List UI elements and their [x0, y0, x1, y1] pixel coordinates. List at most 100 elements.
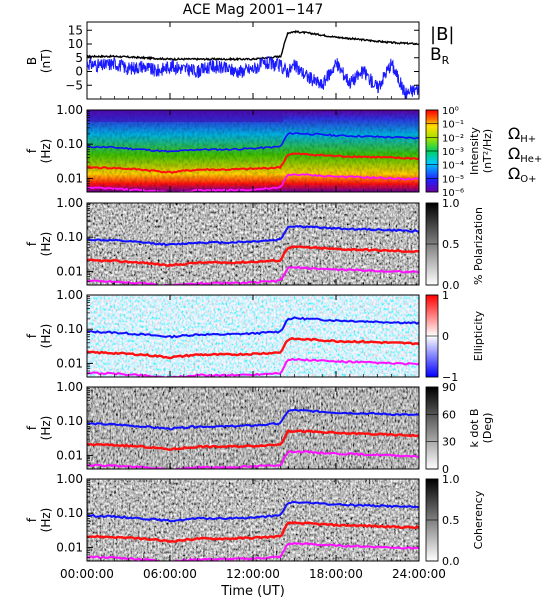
kdotb-spectrogram — [87, 387, 419, 469]
freq-ytick-label: 0.01 — [56, 264, 83, 278]
colorbar-tick-label: 10⁻² — [442, 133, 464, 144]
b-ylabel-top: B — [25, 57, 39, 65]
colorbar-tick-label: 0.0 — [442, 555, 460, 568]
ellipticity-h-plus-line — [87, 316, 419, 339]
freq-ytick-label: 1.00 — [56, 103, 83, 117]
b-ytick-label: 5 — [75, 51, 83, 65]
kdotb-panel: k dot B (Deg) — [86, 386, 494, 470]
freq-ytick-label: 1.00 — [56, 472, 83, 486]
freq-ytick-label: 0.10 — [56, 414, 83, 428]
freq-ytick-label: 0.10 — [56, 322, 83, 336]
x-tick-label: 00:00:00 — [60, 567, 114, 581]
freq-ytick-label: 1.00 — [56, 380, 83, 394]
colorbar-tick-label: 10⁻³ — [442, 147, 464, 158]
colorbar-tick-label: 10⁻⁵ — [442, 174, 464, 185]
kdotb-h-plus-line — [87, 408, 419, 431]
freq-ytick-label: 1.00 — [56, 288, 83, 302]
x-tick-label: 24:00:00 — [392, 567, 446, 581]
freq-ytick-label: 0.10 — [56, 230, 83, 244]
intensity-panel: Intensity (nT²/Hz) ΩH+ ΩHe+ ΩO+ — [86, 109, 542, 193]
b-ytick-label: 15 — [68, 23, 83, 37]
polarization-cb-label: % Polarization — [472, 207, 485, 285]
ellipticity-red-texture — [87, 295, 419, 377]
colorbar-tick-label: 10⁰ — [442, 106, 459, 117]
coherency-h-plus-line — [87, 500, 419, 523]
freq-ytick-label: 0.01 — [56, 171, 83, 185]
colorbar-tick-label: −1 — [442, 371, 458, 384]
b-plot-frame — [86, 21, 420, 100]
spectrogram-axes: f (Hz)1.000.100.0110⁰10⁻¹10⁻²10⁻³10⁻⁴10⁻⁵… — [25, 103, 464, 568]
colorbar-tick-label: 1.0 — [442, 197, 460, 210]
freq-ytick-label: 0.01 — [56, 356, 83, 370]
b-r-line — [87, 56, 419, 99]
freq-ytick-label: 1.00 — [56, 196, 83, 210]
colorbar-tick-label: 0.0 — [442, 279, 460, 292]
colorbar-tick-label: 0 — [442, 330, 449, 343]
freq-ylabel-bottom: (Hz) — [39, 232, 53, 257]
kdotb-cb-unit: (Deg) — [481, 413, 494, 444]
legend-omega-o: ΩO+ — [508, 164, 536, 185]
kdotb-colorbar — [425, 386, 439, 470]
coherency-panel: Coherency — [86, 478, 485, 562]
intensity-texture — [87, 110, 419, 192]
colorbar-tick-label: 0 — [442, 463, 449, 476]
intensity-cb-label: Intensity — [468, 127, 481, 175]
b-total-line — [87, 29, 419, 62]
freq-ylabel-bottom: (Hz) — [39, 416, 53, 441]
kdotb-he-plus-line — [87, 428, 419, 452]
b-plot-lines — [87, 29, 419, 99]
ellipticity-cb-label: Ellipticity — [472, 310, 485, 361]
colorbar-tick-label: 10⁻¹ — [442, 120, 464, 131]
polarization-panel: % Polarization — [86, 202, 485, 286]
x-tick-label: 12:00:00 — [226, 567, 280, 581]
legend-omega-he: ΩHe+ — [508, 144, 542, 165]
freq-ylabel-bottom: (Hz) — [39, 324, 53, 349]
ellipticity-he-plus-line — [87, 336, 419, 360]
freq-ylabel-top: f — [25, 333, 39, 338]
legend-b-total: |B| — [430, 24, 454, 45]
freq-ylabel-bottom: (Hz) — [39, 508, 53, 533]
polarization-h-plus-line — [87, 224, 419, 247]
colorbar-tick-label: 1 — [442, 289, 449, 302]
b-ylabel-bottom: (nT) — [39, 49, 53, 73]
x-tick-label: 06:00:00 — [143, 567, 197, 581]
freq-ytick-label: 0.10 — [56, 506, 83, 520]
intensity-cb-unit: (nT²/Hz) — [481, 129, 494, 173]
intensity-quiet-band — [87, 110, 283, 122]
coherency-spectrogram — [87, 479, 419, 561]
freq-ytick-label: 0.01 — [56, 540, 83, 554]
ellipticity-panel: Ellipticity — [86, 294, 485, 378]
freq-ylabel-top: f — [25, 517, 39, 522]
freq-ylabel-top: f — [25, 241, 39, 246]
intensity-h-plus-line — [87, 132, 419, 153]
colorbar-tick-label: 0.5 — [442, 238, 460, 251]
colorbar-tick-label: 0.5 — [442, 514, 460, 527]
kdotb-cb-label: k dot B — [468, 409, 481, 448]
colorbar-tick-label: 60 — [442, 408, 456, 421]
cyclotron-legend: ΩH+ ΩHe+ ΩO+ — [508, 124, 542, 185]
legend-b-r: BR — [430, 45, 450, 67]
freq-ylabel-top: f — [25, 425, 39, 430]
figure-title: ACE Mag 2001−147 — [183, 2, 323, 18]
coherency-cb-label: Coherency — [472, 490, 485, 549]
freq-ylabel-bottom: (Hz) — [39, 139, 53, 164]
b-ytick-label: 0 — [75, 65, 83, 79]
colorbar-tick-label: 10⁻⁶ — [442, 188, 464, 199]
x-axis-label: Time (UT) — [220, 584, 285, 599]
colorbar-tick-label: 1.0 — [442, 473, 460, 486]
colorbar-tick-label: 10⁻⁴ — [442, 161, 464, 172]
freq-ylabel-top: f — [25, 148, 39, 153]
colorbar-tick-label: 90 — [442, 381, 456, 394]
polarization-he-plus-line — [87, 245, 419, 268]
intensity-he-plus-line — [87, 152, 419, 175]
polarization-spectrogram — [87, 203, 419, 285]
b-ytick-label: 10 — [68, 37, 83, 51]
freq-ytick-label: 0.10 — [56, 137, 83, 151]
x-tick-label: 18:00:00 — [309, 567, 363, 581]
time-axis: 00:00:00 06:00:00 12:00:00 18:00:00 24:00:00 — [60, 22, 446, 581]
coherency-he-plus-line — [87, 520, 419, 543]
colorbar-tick-label: 30 — [442, 436, 456, 449]
